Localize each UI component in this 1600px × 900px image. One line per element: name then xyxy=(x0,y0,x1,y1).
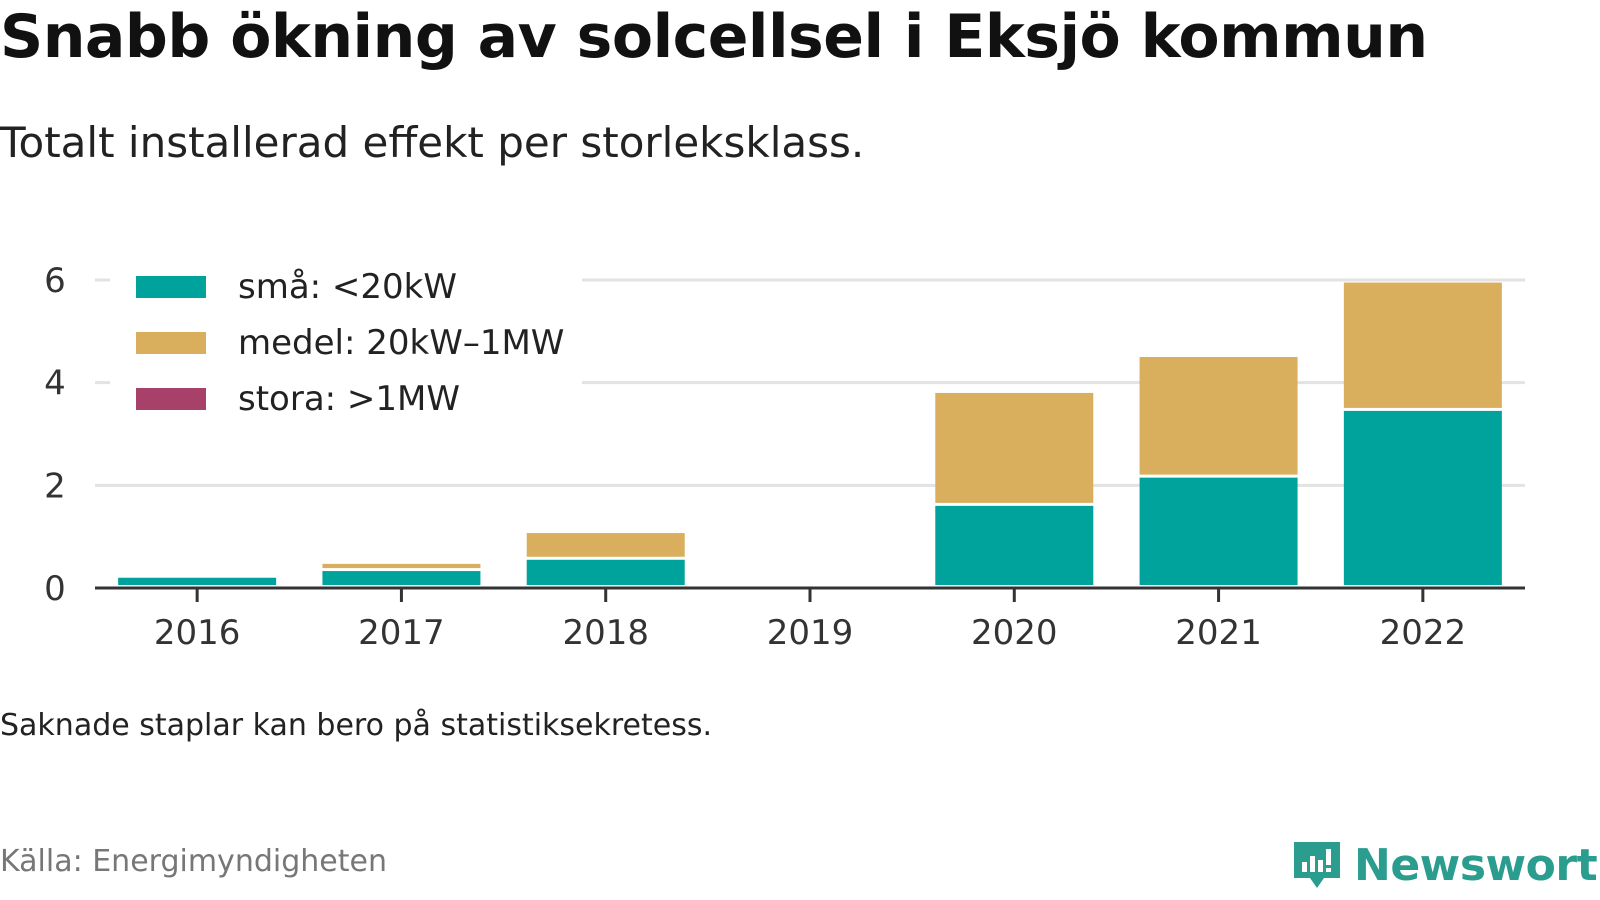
bar-segment-2021-series-0 xyxy=(1139,477,1298,585)
stacked-bar-chart: 0 2 4 6 2016 2017 2018 2019 2020 2021 2022 små: <2… xyxy=(44,258,1525,653)
bar-segment-2017-series-0 xyxy=(322,571,481,585)
bar-segment-2020-series-0 xyxy=(935,505,1094,585)
bar-segment-2018-series-1 xyxy=(526,533,685,557)
x-tick-label: 2019 xyxy=(767,613,854,653)
bar-segment-2017-series-1 xyxy=(322,563,481,569)
legend-swatch-2 xyxy=(136,388,206,410)
y-tick-label: 0 xyxy=(44,569,66,609)
newsworthy-logo-icon xyxy=(1294,842,1340,888)
y-tick-label: 2 xyxy=(44,466,66,506)
y-tick-label: 4 xyxy=(44,364,66,404)
brand-name: Newsworthy xyxy=(1354,839,1600,891)
bar-segment-2022-series-1 xyxy=(1343,282,1502,408)
chart-subtitle: Totalt installerad effekt per storlekskl… xyxy=(0,118,865,167)
chart-title: Snabb ökning av solcellsel i Eksjö kommu… xyxy=(0,2,1428,72)
footnote: Saknade staplar kan bero på statistiksek… xyxy=(0,708,713,743)
x-tick-label: 2021 xyxy=(1175,613,1262,653)
x-tick-label: 2018 xyxy=(562,613,649,653)
x-tick-label: 2017 xyxy=(358,613,445,653)
legend-label-0: små: <20kW xyxy=(238,267,457,307)
source-credit: Källa: Energimyndigheten xyxy=(0,844,387,879)
legend-swatch-0 xyxy=(136,276,206,298)
legend-swatch-1 xyxy=(136,332,206,354)
bar-segment-2020-series-1 xyxy=(935,392,1094,503)
bar-segment-2018-series-0 xyxy=(526,559,685,585)
bar-segment-2021-series-1 xyxy=(1139,357,1298,475)
legend-label-1: medel: 20kW–1MW xyxy=(238,323,564,363)
legend-label-2: stora: >1MW xyxy=(238,379,460,419)
bar-segment-2016-series-0 xyxy=(118,577,277,585)
x-tick-label: 2020 xyxy=(971,613,1058,653)
brand-logo: Newsworthy xyxy=(1290,838,1600,892)
bar-segment-2022-series-0 xyxy=(1343,410,1502,585)
x-tick-label: 2022 xyxy=(1380,613,1467,653)
y-tick-label: 6 xyxy=(44,261,66,301)
x-tick-label: 2016 xyxy=(154,613,241,653)
